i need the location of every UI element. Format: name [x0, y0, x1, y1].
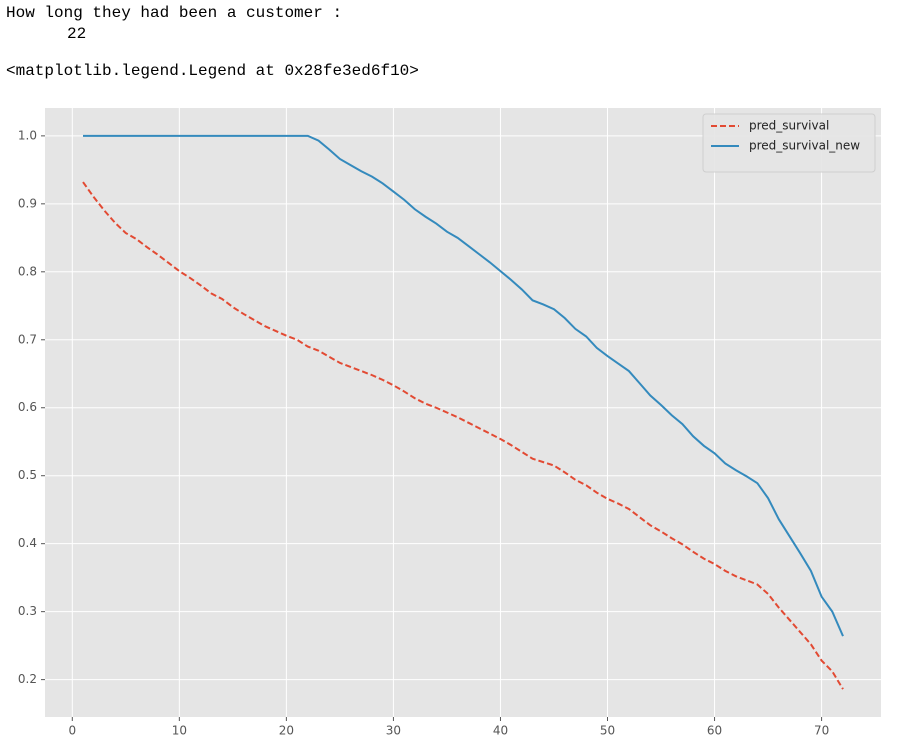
output-text: <matplotlib.legend.Legend at 0x28fe3ed6f… [6, 62, 419, 80]
x-tick-label: 40 [493, 724, 508, 738]
x-tick-label: 30 [386, 724, 401, 738]
y-tick-label: 0.7 [18, 332, 37, 346]
series-line [82, 181, 844, 690]
y-tick-label: 0.3 [18, 604, 37, 618]
series-line [83, 134, 844, 637]
x-tick-label: 20 [279, 724, 294, 738]
y-tick-label: 0.5 [18, 468, 37, 482]
legend-label: pred_survival [749, 119, 829, 133]
y-tick-label: 0.8 [18, 264, 37, 278]
y-tick-label: 0.2 [18, 672, 37, 686]
x-tick-label: 50 [600, 724, 615, 738]
output-text: 22 [67, 25, 87, 43]
y-tick-label: 0.6 [18, 400, 37, 414]
x-tick-label: 60 [707, 724, 722, 738]
legend-label: pred_survival_new [749, 139, 860, 153]
legend-box [702, 113, 876, 173]
y-tick-label: 0.4 [18, 536, 37, 550]
x-tick-label: 0 [68, 724, 76, 738]
y-tick-label: 1.0 [18, 128, 37, 142]
plot-area [45, 108, 881, 717]
x-tick-label: 70 [814, 724, 829, 738]
output-text: How long they had been a customer : [6, 4, 343, 22]
x-tick-label: 10 [172, 724, 187, 738]
y-tick-label: 0.9 [18, 196, 37, 210]
legend: pred_survival pred_survival_new [702, 113, 876, 173]
